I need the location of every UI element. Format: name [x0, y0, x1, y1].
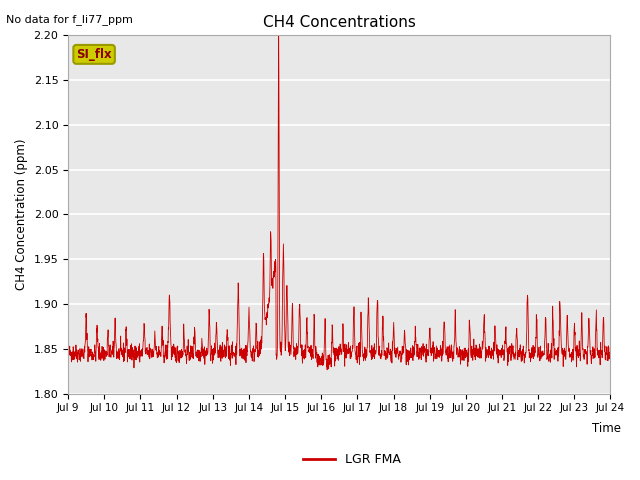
- X-axis label: Time: Time: [592, 422, 621, 435]
- Y-axis label: CH4 Concentration (ppm): CH4 Concentration (ppm): [15, 139, 28, 290]
- Text: SI_flx: SI_flx: [76, 48, 112, 61]
- Text: No data for f_li77_ppm: No data for f_li77_ppm: [6, 14, 133, 25]
- Legend: LGR FMA: LGR FMA: [298, 448, 406, 471]
- Title: CH4 Concentrations: CH4 Concentrations: [263, 15, 416, 30]
